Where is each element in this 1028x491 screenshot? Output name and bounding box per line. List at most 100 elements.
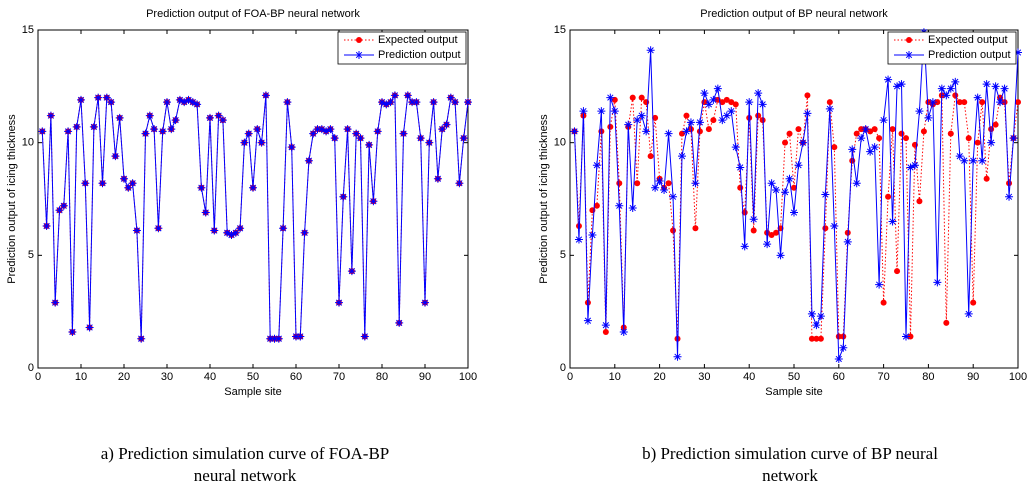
point xyxy=(723,96,730,103)
point xyxy=(292,332,300,341)
point xyxy=(592,161,601,170)
legend-marker xyxy=(906,37,912,43)
point xyxy=(821,190,830,199)
point xyxy=(942,91,951,100)
y-tick-label: 10 xyxy=(22,137,34,149)
point xyxy=(335,298,343,307)
legend-marker xyxy=(355,51,363,59)
point xyxy=(880,299,887,306)
point xyxy=(629,94,636,101)
point xyxy=(201,208,210,217)
point xyxy=(916,198,923,205)
point xyxy=(754,89,763,98)
point xyxy=(378,98,386,107)
point xyxy=(973,93,982,102)
point xyxy=(446,93,455,102)
x-tick-label: 20 xyxy=(653,371,665,383)
point xyxy=(270,334,279,343)
x-tick-label: 90 xyxy=(419,371,431,383)
x-tick-label: 80 xyxy=(922,371,934,383)
point xyxy=(218,116,227,125)
point xyxy=(214,111,223,120)
point xyxy=(736,163,745,172)
caption-line: network xyxy=(762,466,818,485)
point xyxy=(236,224,245,233)
series-line xyxy=(41,93,469,340)
point xyxy=(898,130,905,137)
point xyxy=(781,188,790,197)
point xyxy=(283,98,292,107)
x-tick-label: 50 xyxy=(788,371,800,383)
point xyxy=(240,138,249,147)
plot-area xyxy=(569,29,1019,369)
point xyxy=(188,98,197,107)
point xyxy=(848,145,857,154)
point xyxy=(154,224,163,233)
x-tick-label: 0 xyxy=(35,371,41,383)
point xyxy=(102,93,111,102)
point xyxy=(124,183,133,192)
point xyxy=(835,333,842,340)
point xyxy=(137,334,146,343)
x-tick-label: 80 xyxy=(376,371,388,383)
x-tick-label: 70 xyxy=(333,371,345,383)
point xyxy=(830,222,839,231)
point xyxy=(601,321,610,330)
point xyxy=(755,112,762,119)
legend-label: Expected output xyxy=(928,34,1008,46)
point xyxy=(924,113,933,122)
x-tick-label: 30 xyxy=(698,371,710,383)
point xyxy=(704,100,713,109)
point xyxy=(408,98,417,107)
point xyxy=(46,111,55,120)
point xyxy=(85,323,94,332)
point xyxy=(983,175,990,182)
point xyxy=(132,226,141,235)
caption-line: a) Prediction simulation curve of FOA-BP xyxy=(101,444,390,463)
point xyxy=(588,231,597,240)
point xyxy=(790,208,798,217)
x-axis-label: Sample site xyxy=(224,386,281,398)
point xyxy=(42,222,51,231)
point xyxy=(451,98,460,107)
point xyxy=(826,99,833,106)
point xyxy=(197,183,206,192)
point xyxy=(974,139,981,146)
point xyxy=(317,125,326,134)
x-tick-label: 30 xyxy=(161,371,173,383)
caption-line: b) Prediction simulation curve of BP neu… xyxy=(642,444,938,463)
point xyxy=(120,174,128,183)
point xyxy=(937,84,946,93)
point xyxy=(369,197,378,206)
point xyxy=(946,84,955,93)
point xyxy=(464,98,472,107)
point xyxy=(68,327,77,336)
point xyxy=(611,96,618,103)
point xyxy=(660,185,669,194)
point xyxy=(223,228,232,237)
point xyxy=(727,107,736,116)
point xyxy=(150,125,159,134)
point xyxy=(665,180,672,187)
point xyxy=(889,126,896,133)
point xyxy=(579,107,588,116)
point xyxy=(952,92,959,99)
point xyxy=(979,99,986,106)
point xyxy=(574,235,583,244)
point xyxy=(38,127,47,136)
point xyxy=(382,100,391,109)
point xyxy=(722,111,731,120)
point xyxy=(934,99,941,106)
point xyxy=(808,335,815,342)
point xyxy=(171,116,180,125)
point xyxy=(455,179,464,188)
point xyxy=(969,156,978,165)
point xyxy=(628,204,637,213)
legend-marker xyxy=(356,37,362,43)
point xyxy=(834,354,843,363)
point xyxy=(1009,134,1018,143)
point xyxy=(442,120,451,129)
point xyxy=(637,111,646,120)
y-tick-label: 5 xyxy=(28,249,34,261)
point xyxy=(459,134,468,143)
